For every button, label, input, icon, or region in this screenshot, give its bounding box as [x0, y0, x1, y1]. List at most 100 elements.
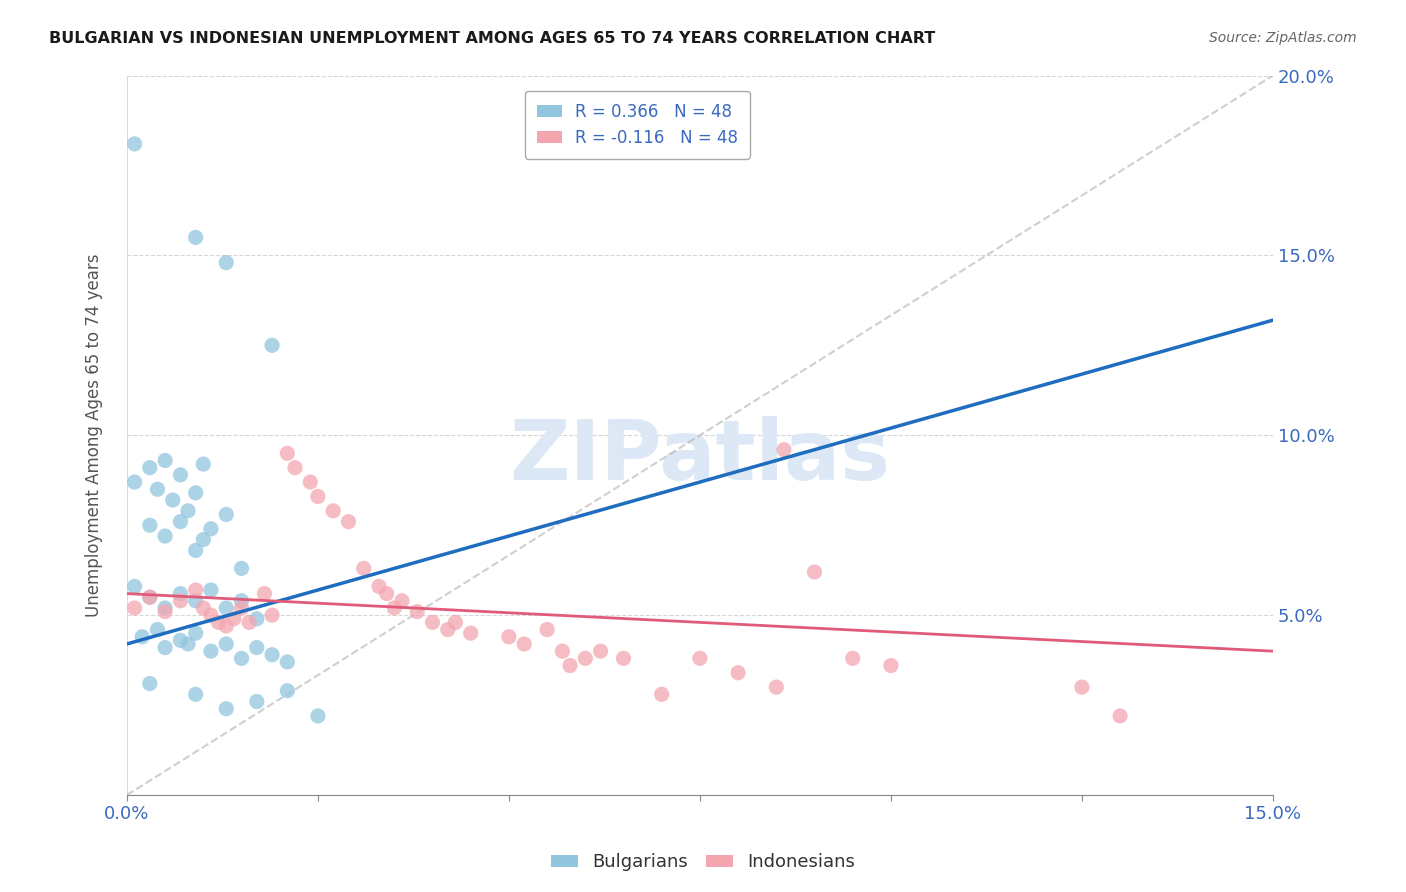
Point: [765, 680, 787, 694]
Point: [184, 594, 207, 608]
Point: [215, 255, 238, 269]
Point: [139, 590, 162, 604]
Point: [184, 582, 207, 597]
Point: [124, 579, 146, 593]
Point: [375, 586, 398, 600]
Point: [444, 615, 467, 630]
Point: [262, 338, 284, 352]
Point: [246, 612, 269, 626]
Point: [177, 637, 200, 651]
Point: [153, 605, 176, 619]
Point: [193, 457, 215, 471]
Point: [880, 658, 903, 673]
Point: [574, 651, 596, 665]
Point: [406, 605, 429, 619]
Text: Source: ZipAtlas.com: Source: ZipAtlas.com: [1209, 31, 1357, 45]
Point: [146, 482, 169, 496]
Point: [131, 630, 153, 644]
Point: [169, 467, 191, 482]
Legend: Bulgarians, Indonesians: Bulgarians, Indonesians: [543, 847, 863, 879]
Y-axis label: Unemployment Among Ages 65 to 74 years: Unemployment Among Ages 65 to 74 years: [86, 253, 103, 617]
Point: [215, 619, 238, 633]
Point: [513, 637, 536, 651]
Point: [727, 665, 749, 680]
Point: [276, 655, 298, 669]
Point: [193, 533, 215, 547]
Point: [238, 615, 260, 630]
Point: [215, 637, 238, 651]
Point: [841, 651, 863, 665]
Point: [162, 493, 184, 508]
Point: [262, 648, 284, 662]
Point: [299, 475, 322, 489]
Point: [231, 601, 253, 615]
Point: [276, 683, 298, 698]
Point: [169, 594, 191, 608]
Point: [139, 518, 162, 533]
Point: [353, 561, 375, 575]
Point: [124, 475, 146, 489]
Point: [184, 486, 207, 500]
Point: [307, 490, 329, 504]
Point: [215, 508, 238, 522]
Point: [184, 687, 207, 701]
Point: [184, 230, 207, 244]
Legend: R = 0.366   N = 48, R = -0.116   N = 48: R = 0.366 N = 48, R = -0.116 N = 48: [524, 91, 749, 159]
Point: [139, 460, 162, 475]
Point: [169, 633, 191, 648]
Point: [215, 601, 238, 615]
Point: [368, 579, 391, 593]
Point: [215, 702, 238, 716]
Text: ZIPatlas: ZIPatlas: [509, 417, 890, 498]
Point: [589, 644, 612, 658]
Point: [246, 694, 269, 708]
Point: [651, 687, 673, 701]
Point: [1070, 680, 1092, 694]
Point: [207, 615, 229, 630]
Point: [322, 504, 344, 518]
Point: [460, 626, 482, 640]
Point: [558, 658, 581, 673]
Point: [169, 586, 191, 600]
Point: [184, 626, 207, 640]
Point: [153, 601, 176, 615]
Point: [153, 453, 176, 467]
Point: [307, 709, 329, 723]
Point: [200, 644, 222, 658]
Point: [253, 586, 276, 600]
Point: [184, 543, 207, 558]
Point: [382, 601, 405, 615]
Point: [498, 630, 520, 644]
Point: [551, 644, 574, 658]
Point: [422, 615, 444, 630]
Point: [689, 651, 711, 665]
Point: [773, 442, 796, 457]
Point: [146, 623, 169, 637]
Point: [231, 651, 253, 665]
Point: [200, 608, 222, 623]
Point: [139, 590, 162, 604]
Point: [803, 565, 825, 579]
Point: [337, 515, 360, 529]
Point: [391, 594, 413, 608]
Point: [177, 504, 200, 518]
Point: [124, 601, 146, 615]
Point: [284, 460, 307, 475]
Point: [139, 676, 162, 690]
Point: [536, 623, 558, 637]
Point: [231, 561, 253, 575]
Point: [200, 582, 222, 597]
Point: [169, 515, 191, 529]
Point: [246, 640, 269, 655]
Point: [124, 136, 146, 151]
Point: [153, 640, 176, 655]
Point: [193, 601, 215, 615]
Point: [262, 608, 284, 623]
Point: [612, 651, 634, 665]
Point: [200, 522, 222, 536]
Point: [231, 594, 253, 608]
Point: [222, 612, 245, 626]
Point: [276, 446, 298, 460]
Point: [1109, 709, 1132, 723]
Point: [153, 529, 176, 543]
